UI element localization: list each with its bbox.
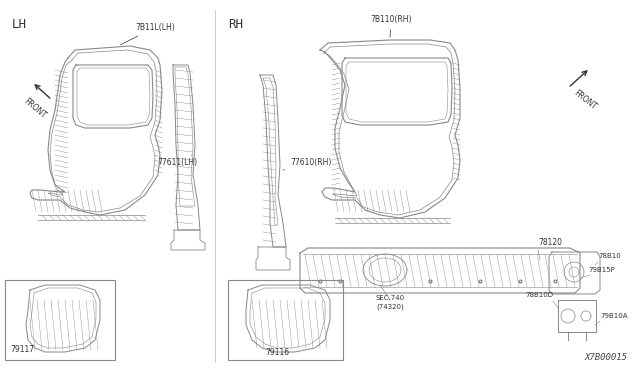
- Text: 78B10: 78B10: [598, 253, 621, 259]
- Text: 77611(LH): 77611(LH): [157, 155, 197, 167]
- Bar: [5, 280, 115, 360]
- Text: 79116: 79116: [265, 348, 289, 357]
- Text: 79B15P: 79B15P: [588, 267, 615, 273]
- Text: 7B11L(LH): 7B11L(LH): [120, 23, 175, 45]
- Text: FRONT: FRONT: [572, 88, 598, 111]
- Text: 78120: 78120: [538, 238, 562, 247]
- Text: (74320): (74320): [376, 303, 404, 310]
- Text: FRONT: FRONT: [22, 97, 48, 121]
- Text: 79117: 79117: [10, 345, 34, 354]
- Text: 79B10A: 79B10A: [600, 313, 627, 319]
- Text: LH: LH: [12, 18, 27, 31]
- Text: 77610(RH): 77610(RH): [283, 158, 332, 170]
- Text: 78B10D: 78B10D: [525, 292, 553, 298]
- Bar: [228, 280, 343, 360]
- Text: SEC.740: SEC.740: [376, 295, 404, 301]
- Text: 7B110(RH): 7B110(RH): [370, 15, 412, 37]
- Text: RH: RH: [228, 18, 243, 31]
- Text: X7B00015: X7B00015: [585, 353, 628, 362]
